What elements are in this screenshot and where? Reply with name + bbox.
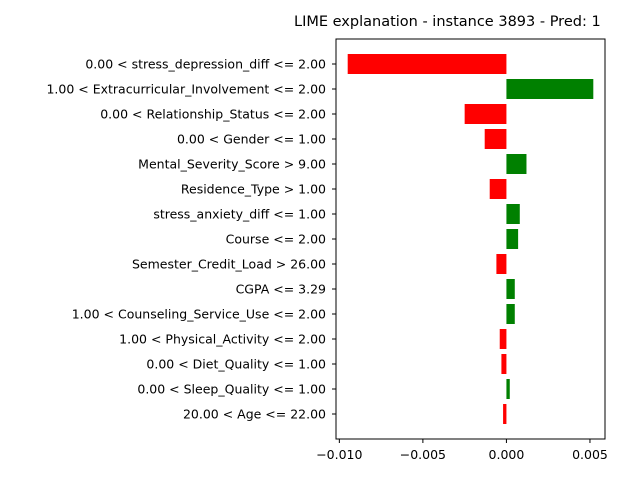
bar-14 (503, 404, 507, 424)
bar-2 (464, 104, 507, 124)
bar-11 (499, 329, 507, 349)
x-tick-label: 0.000 (489, 447, 525, 462)
bar-3 (484, 129, 507, 149)
y-tick-label: 1.00 < Counseling_Service_Use <= 2.00 (72, 307, 326, 322)
y-tick-label: 0.00 < Relationship_Status <= 2.00 (100, 107, 326, 122)
bar-6 (506, 204, 520, 224)
bar-8 (496, 254, 507, 274)
y-tick-label: stress_anxiety_diff <= 1.00 (153, 207, 326, 222)
y-tick-label: 20.00 < Age <= 22.00 (183, 407, 326, 422)
bar-9 (506, 279, 515, 299)
x-axis: −0.010 −0.005 0.000 0.005 (316, 439, 608, 462)
y-axis: 0.00 < stress_depression_diff <= 2.00 1.0… (46, 57, 336, 422)
y-tick-label: 0.00 < Sleep_Quality <= 1.00 (137, 382, 326, 397)
y-tick-label: 0.00 < Gender <= 1.00 (177, 132, 326, 147)
bar-4 (506, 154, 527, 174)
plot-frame (335, 38, 606, 440)
bar-10 (506, 304, 515, 324)
y-tick-label: 0.00 < stress_depression_diff <= 2.00 (85, 57, 326, 72)
y-tick-label: Course <= 2.00 (226, 232, 326, 247)
y-tick-label: 0.00 < Diet_Quality <= 1.00 (146, 357, 326, 372)
x-tick-label: 0.005 (572, 447, 608, 462)
x-tick-label: −0.005 (400, 447, 446, 462)
bar-0 (347, 54, 507, 74)
bar-13 (506, 379, 510, 399)
bars-group (347, 54, 594, 424)
y-tick-label: Residence_Type > 1.00 (181, 182, 326, 197)
bar-7 (506, 229, 519, 249)
y-tick-label: Semester_Credit_Load > 26.00 (132, 257, 326, 272)
y-tick-label: CGPA <= 3.29 (236, 282, 326, 297)
chart-title: LIME explanation - instance 3893 - Pred:… (294, 14, 601, 30)
y-tick-label: 1.00 < Physical_Activity <= 2.00 (119, 332, 326, 347)
bar-1 (506, 79, 594, 99)
bar-5 (489, 179, 507, 199)
y-tick-label: Mental_Severity_Score > 9.00 (138, 157, 326, 172)
y-tick-label: 1.00 < Extracurricular_Involvement <= 2.… (46, 82, 326, 97)
bar-12 (501, 354, 507, 374)
x-tick-label: −0.010 (316, 447, 362, 462)
